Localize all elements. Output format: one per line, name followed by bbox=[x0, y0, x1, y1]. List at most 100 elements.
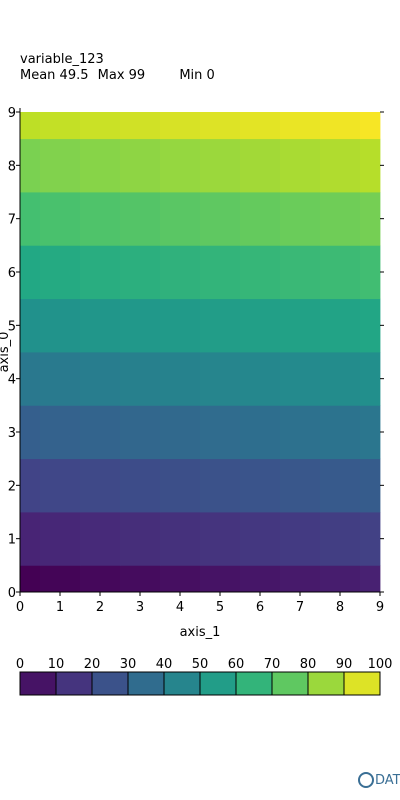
y-tick-label: 8 bbox=[8, 159, 16, 174]
colorbar-tick-label: 50 bbox=[192, 657, 209, 672]
heatmap-cell bbox=[120, 138, 161, 193]
heatmap-cell bbox=[240, 298, 281, 353]
heatmap-cell bbox=[200, 298, 241, 353]
heatmap-cell bbox=[160, 298, 201, 353]
heatmap-cell bbox=[320, 192, 361, 246]
heatmap-cell bbox=[320, 112, 361, 140]
heatmap-cell bbox=[80, 565, 121, 593]
heatmap-cell bbox=[40, 458, 81, 513]
colorbar-segment bbox=[235, 671, 273, 696]
heatmap-cell bbox=[120, 112, 161, 140]
heatmap-cell bbox=[360, 352, 381, 406]
colorbar-segment bbox=[55, 671, 93, 696]
colorbar-segment bbox=[91, 671, 129, 696]
x-axis-label: axis_1 bbox=[180, 625, 221, 640]
heatmap-cell bbox=[320, 565, 361, 593]
heatmap-cell bbox=[120, 298, 161, 353]
heatmap-cell bbox=[160, 512, 201, 566]
heatmap-cell bbox=[280, 298, 321, 353]
y-tick-label: 4 bbox=[8, 373, 16, 388]
stat-min: Min 0 bbox=[179, 68, 215, 83]
heatmap-cell bbox=[80, 298, 121, 353]
heatmap-cell bbox=[200, 565, 241, 593]
heatmap-cell bbox=[320, 245, 361, 300]
heatmap-cell bbox=[40, 512, 81, 566]
heatmap-cell bbox=[120, 245, 161, 300]
heatmap-cell bbox=[360, 512, 381, 566]
heatmap-cell bbox=[160, 565, 201, 593]
heatmap-cell bbox=[120, 192, 161, 246]
heatmap-cell bbox=[80, 458, 121, 513]
heatmap-cell bbox=[240, 352, 281, 406]
heatmap-cell bbox=[120, 565, 161, 593]
y-tick-label: 7 bbox=[8, 213, 16, 228]
heatmap-cell bbox=[20, 138, 41, 193]
heatmap-cell bbox=[40, 192, 81, 246]
heatmap-cell bbox=[40, 245, 81, 300]
chart-title-block: variable_123 Mean 49.5 Max 99 Min 0 bbox=[20, 52, 215, 84]
logo-text: DAT bbox=[375, 772, 400, 788]
y-tick-label: 3 bbox=[8, 426, 16, 441]
heatmap-cell bbox=[320, 458, 361, 513]
y-tick-label: 0 bbox=[8, 586, 16, 601]
heatmap-cell bbox=[20, 192, 41, 246]
colorbar-segment bbox=[271, 671, 309, 696]
heatmap-cell bbox=[280, 405, 321, 460]
heatmap-cell bbox=[360, 565, 381, 593]
x-tick-label: 8 bbox=[336, 600, 344, 615]
heatmap-cell bbox=[20, 245, 41, 300]
heatmap-cell bbox=[80, 192, 121, 246]
heatmap-cell bbox=[320, 405, 361, 460]
heatmap-cell bbox=[280, 512, 321, 566]
x-tick-label: 3 bbox=[136, 600, 144, 615]
heatmap-cell bbox=[20, 512, 41, 566]
heatmap-cell bbox=[240, 512, 281, 566]
colorbar-tick-label: 40 bbox=[156, 657, 173, 672]
heatmap-cell bbox=[20, 352, 41, 406]
heatmap-cell bbox=[320, 138, 361, 193]
colorbar-tick-label: 20 bbox=[84, 657, 101, 672]
heatmap-cell bbox=[200, 405, 241, 460]
heatmap-cell bbox=[40, 565, 81, 593]
heatmap-cell bbox=[20, 298, 41, 353]
heatmap-cell bbox=[200, 112, 241, 140]
heatmap-cell bbox=[200, 512, 241, 566]
heatmap-cell bbox=[360, 192, 381, 246]
heatmap-cell bbox=[80, 352, 121, 406]
colorbar-tick-label: 70 bbox=[264, 657, 281, 672]
colorbar-segment bbox=[199, 671, 237, 696]
heatmap-cell bbox=[280, 352, 321, 406]
x-tick-label: 4 bbox=[176, 600, 184, 615]
heatmap-cell bbox=[360, 458, 381, 513]
colorbar-segment bbox=[127, 671, 165, 696]
stats-row: Mean 49.5 Max 99 Min 0 bbox=[20, 68, 215, 84]
heatmap-cell bbox=[120, 352, 161, 406]
heatmap-cell bbox=[200, 245, 241, 300]
heatmap-cell bbox=[360, 138, 381, 193]
logo: DAT bbox=[358, 772, 400, 788]
heatmap-cell bbox=[280, 565, 321, 593]
x-tick-label: 6 bbox=[256, 600, 264, 615]
heatmap-cell bbox=[20, 458, 41, 513]
heatmap-cell bbox=[40, 298, 81, 353]
heatmap-cell bbox=[320, 298, 361, 353]
heatmap-cell bbox=[20, 112, 41, 140]
heatmap-cell bbox=[280, 458, 321, 513]
heatmap-cell bbox=[280, 112, 321, 140]
heatmap-cell bbox=[240, 405, 281, 460]
heatmap-cell bbox=[360, 405, 381, 460]
heatmap-cell bbox=[360, 298, 381, 353]
heatmap-cell bbox=[20, 405, 41, 460]
heatmap-cell bbox=[320, 512, 361, 566]
heatmap-cell bbox=[40, 352, 81, 406]
x-tick-label: 7 bbox=[296, 600, 304, 615]
heatmap-cell bbox=[160, 192, 201, 246]
heatmap-cell bbox=[280, 138, 321, 193]
colorbar-tick-label: 0 bbox=[16, 657, 24, 672]
heatmap-cell bbox=[80, 405, 121, 460]
heatmap-cell bbox=[200, 192, 241, 246]
y-tick-label: 9 bbox=[8, 106, 16, 121]
colorbar-tick-label: 90 bbox=[336, 657, 353, 672]
heatmap-cell bbox=[240, 192, 281, 246]
